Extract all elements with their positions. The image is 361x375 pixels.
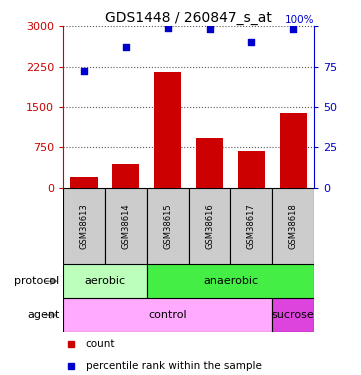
Bar <box>238 151 265 188</box>
Point <box>123 44 129 50</box>
Text: anaerobic: anaerobic <box>203 276 258 286</box>
Text: GSM38614: GSM38614 <box>121 203 130 249</box>
Bar <box>147 264 314 298</box>
Bar <box>196 138 223 188</box>
Text: protocol: protocol <box>14 276 60 286</box>
Text: GSM38618: GSM38618 <box>289 203 298 249</box>
Text: control: control <box>148 310 187 320</box>
Point <box>248 39 254 45</box>
Text: percentile rank within the sample: percentile rank within the sample <box>86 360 262 370</box>
Bar <box>279 113 307 188</box>
Bar <box>105 188 147 264</box>
Text: aerobic: aerobic <box>84 276 126 286</box>
Bar <box>63 264 147 298</box>
Text: 100%: 100% <box>284 15 314 26</box>
Bar <box>63 298 272 332</box>
Text: GSM38613: GSM38613 <box>79 203 88 249</box>
Bar <box>272 188 314 264</box>
Bar <box>154 72 181 188</box>
Bar <box>230 188 272 264</box>
Text: GSM38617: GSM38617 <box>247 203 256 249</box>
Bar <box>272 298 314 332</box>
Text: GSM38615: GSM38615 <box>163 203 172 249</box>
Bar <box>188 188 230 264</box>
Bar <box>70 177 98 188</box>
Text: GSM38616: GSM38616 <box>205 203 214 249</box>
Point <box>165 25 171 31</box>
Bar <box>147 188 188 264</box>
Title: GDS1448 / 260847_s_at: GDS1448 / 260847_s_at <box>105 11 272 25</box>
Text: sucrose: sucrose <box>272 310 314 320</box>
Point <box>290 27 296 33</box>
Point <box>81 68 87 74</box>
Bar <box>63 188 105 264</box>
Point <box>206 27 212 33</box>
Text: count: count <box>86 339 115 349</box>
Text: agent: agent <box>27 310 60 320</box>
Bar <box>112 164 139 188</box>
